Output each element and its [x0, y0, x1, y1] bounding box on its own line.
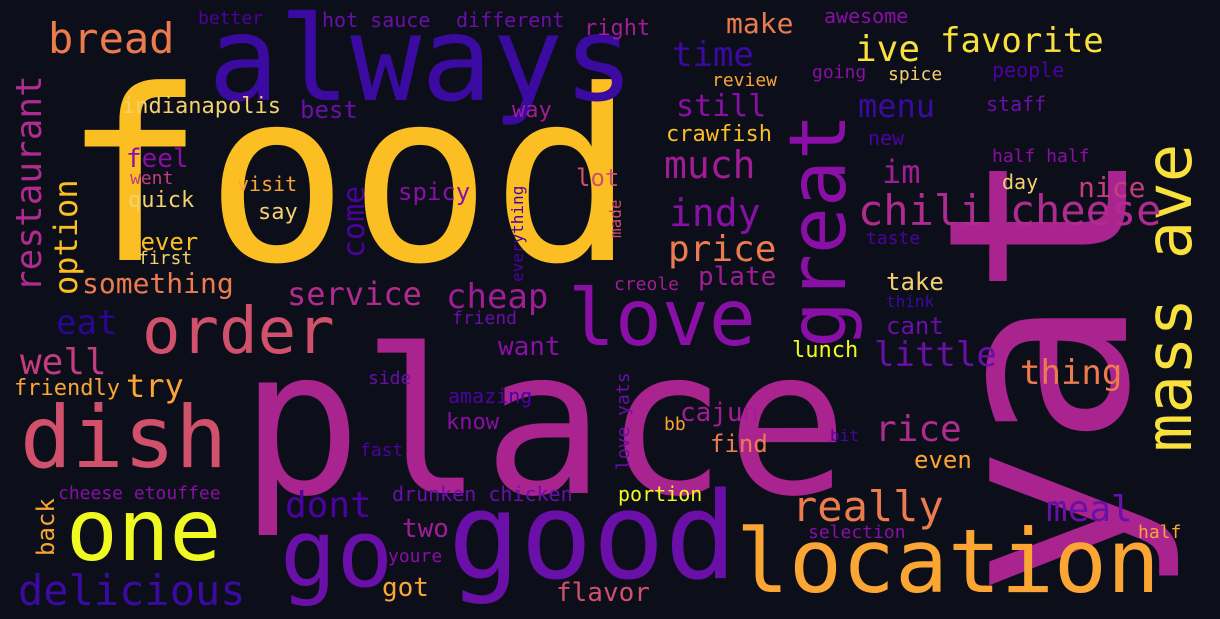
- word-dish: dish: [20, 388, 228, 488]
- word-feel: feel: [126, 144, 189, 174]
- word-back: back: [32, 498, 60, 556]
- word-got: got: [382, 573, 429, 603]
- word-made: made: [606, 199, 625, 238]
- word-staff: staff: [986, 92, 1047, 116]
- word-want: want: [498, 332, 561, 362]
- word-lot: lot: [576, 164, 620, 192]
- word-find: find: [710, 430, 768, 458]
- word-awesome: awesome: [824, 4, 909, 28]
- word-went: went: [130, 168, 174, 189]
- word-half: half: [1138, 522, 1182, 543]
- word-location: location: [736, 510, 1160, 613]
- word-one: one: [66, 481, 222, 581]
- word-meal: meal: [1046, 489, 1133, 530]
- word-best: best: [300, 96, 358, 124]
- word-bit: bit: [830, 426, 859, 445]
- word-way: way: [512, 98, 552, 123]
- word-still: still: [676, 89, 767, 124]
- word-taste: taste: [866, 228, 921, 249]
- word-indy: indy: [669, 191, 761, 235]
- word-take: take: [886, 268, 944, 296]
- word-im: im: [882, 153, 921, 191]
- word-amazing: amazing: [448, 384, 533, 408]
- word-cant: cant: [886, 312, 944, 340]
- word-never: never: [126, 228, 199, 256]
- word-portion: portion: [618, 482, 703, 506]
- word-price: price: [668, 229, 777, 270]
- word-food: food: [62, 40, 636, 317]
- word-quick: quick: [128, 188, 195, 213]
- word-review: review: [712, 70, 778, 91]
- word-half-half: half half: [992, 146, 1090, 167]
- word-favorite: favorite: [940, 21, 1104, 61]
- word-bread: bread: [48, 14, 175, 63]
- word-right: right: [584, 16, 651, 41]
- word-much: much: [664, 143, 756, 187]
- word-little: little: [874, 335, 997, 375]
- word-delicious: delicious: [18, 566, 246, 615]
- word-know: know: [446, 410, 499, 435]
- word-dont: dont: [285, 485, 372, 526]
- word-ive: ive: [855, 29, 921, 70]
- word-come: come: [337, 185, 372, 258]
- word-restaurant: restaurant: [9, 75, 50, 292]
- word-bb: bb: [664, 414, 686, 435]
- word-eat: eat: [56, 303, 118, 343]
- word-always: always: [208, 0, 635, 128]
- word-day: day: [1002, 170, 1039, 194]
- word-even: even: [914, 446, 972, 474]
- word-drunken-chicken: drunken chicken: [392, 482, 573, 506]
- word-visit: visit: [237, 172, 298, 196]
- word-really: really: [792, 482, 944, 531]
- word-think: think: [886, 292, 935, 311]
- word-friendly: friendly: [14, 376, 120, 401]
- word-different: different: [456, 8, 565, 32]
- word-service: service: [287, 275, 422, 313]
- word-friend: friend: [452, 308, 518, 329]
- word-cajun: cajun: [680, 398, 759, 428]
- word-two: two: [402, 514, 449, 544]
- word-place: place: [240, 305, 849, 541]
- word-first: first: [138, 248, 193, 269]
- word-menu: menu: [858, 87, 936, 125]
- word-selection: selection: [808, 522, 906, 543]
- word-something: something: [82, 267, 234, 300]
- word-chili-cheese: chili cheese: [858, 186, 1162, 235]
- word-well: well: [20, 342, 107, 383]
- word-flavor: flavor: [556, 578, 650, 608]
- word-better: better: [198, 8, 264, 29]
- word-spice: spice: [888, 64, 943, 85]
- word-good: good: [448, 468, 737, 607]
- word-make: make: [726, 7, 794, 40]
- word-new: new: [868, 126, 905, 150]
- word-option: option: [47, 179, 85, 295]
- word-say: say: [258, 200, 298, 225]
- word-people: people: [992, 58, 1065, 82]
- word-cheap: cheap: [446, 277, 549, 317]
- word-crawfish: crawfish: [666, 122, 772, 147]
- word-go: go: [280, 500, 394, 609]
- word-fast: fast: [360, 440, 404, 461]
- word-creole: creole: [614, 274, 680, 295]
- word-great: great: [774, 113, 864, 348]
- word-hot-sauce: hot sauce: [322, 8, 431, 32]
- word-time: time: [672, 35, 754, 75]
- word-side: side: [368, 368, 412, 389]
- word-plate: plate: [698, 262, 777, 292]
- word-cheese-etouffee: cheese etouffee: [58, 483, 221, 504]
- word-indianapolis: indianapolis: [122, 94, 281, 119]
- word-rice: rice: [875, 409, 962, 450]
- word-everything: everything: [508, 185, 527, 282]
- word-try: try: [126, 367, 184, 405]
- word-love: love: [568, 274, 756, 364]
- word-order: order: [142, 295, 335, 369]
- word-lunch: lunch: [792, 338, 859, 363]
- word-spicy: spicy: [398, 178, 471, 206]
- word-youre: youre: [388, 546, 443, 567]
- word-love-yats: love yats: [613, 372, 634, 470]
- word-thing: thing: [1020, 353, 1123, 393]
- word-going: going: [812, 62, 867, 83]
- word-nice: nice: [1078, 171, 1146, 204]
